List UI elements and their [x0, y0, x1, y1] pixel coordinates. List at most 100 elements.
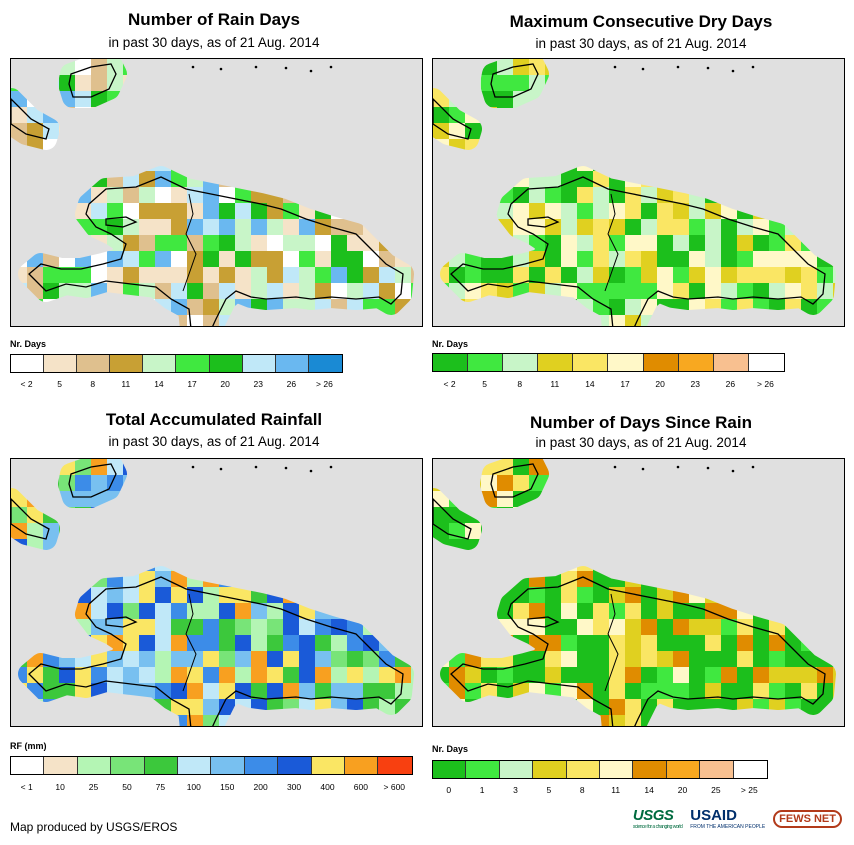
- map-rainfall[interactable]: [10, 458, 423, 727]
- grid-cell: [785, 155, 801, 171]
- grid-cell: [251, 715, 267, 726]
- grid-cell: [673, 155, 689, 171]
- grid-cell: [27, 667, 43, 683]
- map-rain-days[interactable]: [10, 58, 423, 327]
- map-dry-days[interactable]: [432, 58, 845, 327]
- grid-cell: [785, 619, 801, 635]
- grid-cell: [465, 251, 481, 267]
- grid-cell: [107, 587, 123, 603]
- grid-cell: [817, 635, 833, 651]
- grid-cell: [817, 203, 833, 219]
- grid-cell: [625, 219, 641, 235]
- grid-cell: [561, 667, 577, 683]
- grid-cell: [449, 539, 465, 555]
- grid-cell: [497, 123, 513, 139]
- grid-cell: [737, 699, 753, 715]
- grid-cell: [753, 715, 769, 726]
- grid-cell: [267, 171, 283, 187]
- grid-cell: [593, 59, 609, 75]
- grid-cell: [27, 699, 43, 715]
- grid-cell: [833, 75, 844, 91]
- grid-cell: [785, 715, 801, 726]
- grid-cell: [267, 635, 283, 651]
- grid-cell: [299, 59, 315, 75]
- grid-cell: [331, 571, 347, 587]
- grid-cell: [315, 603, 331, 619]
- grid-cell: [801, 91, 817, 107]
- grid-cell: [449, 315, 465, 326]
- grid-cell: [609, 715, 625, 726]
- grid-cell: [267, 155, 283, 171]
- grid-cell: [43, 187, 59, 203]
- grid-cell: [609, 635, 625, 651]
- grid-cell: [187, 523, 203, 539]
- grid-cell: [753, 459, 769, 475]
- grid-cell: [817, 699, 833, 715]
- legend-swatch: [599, 761, 634, 778]
- grid-cell: [497, 235, 513, 251]
- grid-cell: [433, 491, 449, 507]
- grid-cell: [625, 267, 641, 283]
- grid-cell: [267, 491, 283, 507]
- grid-cell: [705, 235, 721, 251]
- grid-cell: [769, 619, 785, 635]
- islet: [641, 467, 645, 471]
- grid-cell: [657, 715, 673, 726]
- grid-cell: [203, 123, 219, 139]
- rainfall-grid: [433, 459, 844, 726]
- grid-cell: [545, 283, 561, 299]
- grid-cell: [411, 651, 422, 667]
- grid-cell: [155, 187, 171, 203]
- grid-cell: [673, 571, 689, 587]
- grid-cell: [43, 171, 59, 187]
- grid-cell: [75, 587, 91, 603]
- grid-cell: [625, 635, 641, 651]
- legend-swatch: [345, 757, 379, 774]
- grid-cell: [721, 475, 737, 491]
- grid-cell: [155, 155, 171, 171]
- grid-cell: [833, 203, 844, 219]
- grid-cell: [641, 635, 657, 651]
- grid-cell: [433, 571, 449, 587]
- grid-cell: [449, 491, 465, 507]
- grid-cell: [203, 491, 219, 507]
- grid-cell: [123, 523, 139, 539]
- grid-cell: [625, 523, 641, 539]
- grid-cell: [219, 299, 235, 315]
- grid-cell: [433, 507, 449, 523]
- logo-strip: USGS science for a changing world USAID …: [633, 807, 842, 830]
- grid-cell: [251, 683, 267, 699]
- grid-cell: [593, 539, 609, 555]
- grid-cell: [577, 523, 593, 539]
- grid-cell: [817, 523, 833, 539]
- grid-cell: [283, 155, 299, 171]
- grid-cell: [107, 683, 123, 699]
- grid-cell: [721, 539, 737, 555]
- grid-cell: [545, 539, 561, 555]
- grid-cell: [107, 315, 123, 326]
- grid-cell: [11, 59, 27, 75]
- grid-cell: [59, 299, 75, 315]
- grid-cell: [705, 219, 721, 235]
- grid-cell: [433, 587, 449, 603]
- grid-cell: [155, 171, 171, 187]
- grid-cell: [187, 571, 203, 587]
- grid-cell: [561, 107, 577, 123]
- grid-cell: [609, 219, 625, 235]
- grid-cell: [43, 491, 59, 507]
- grid-cell: [11, 619, 27, 635]
- grid-cell: [91, 203, 107, 219]
- usaid-tagline: FROM THE AMERICAN PEOPLE: [690, 824, 766, 830]
- grid-cell: [347, 219, 363, 235]
- grid-cell: [11, 155, 27, 171]
- grid-cell: [203, 523, 219, 539]
- grid-cell: [609, 459, 625, 475]
- grid-cell: [705, 299, 721, 315]
- grid-cell: [411, 667, 422, 683]
- map-since-rain[interactable]: [432, 458, 845, 727]
- grid-cell: [187, 267, 203, 283]
- grid-cell: [497, 699, 513, 715]
- grid-cell: [545, 603, 561, 619]
- legend-tick-label: 20: [220, 379, 230, 389]
- grid-cell: [641, 59, 657, 75]
